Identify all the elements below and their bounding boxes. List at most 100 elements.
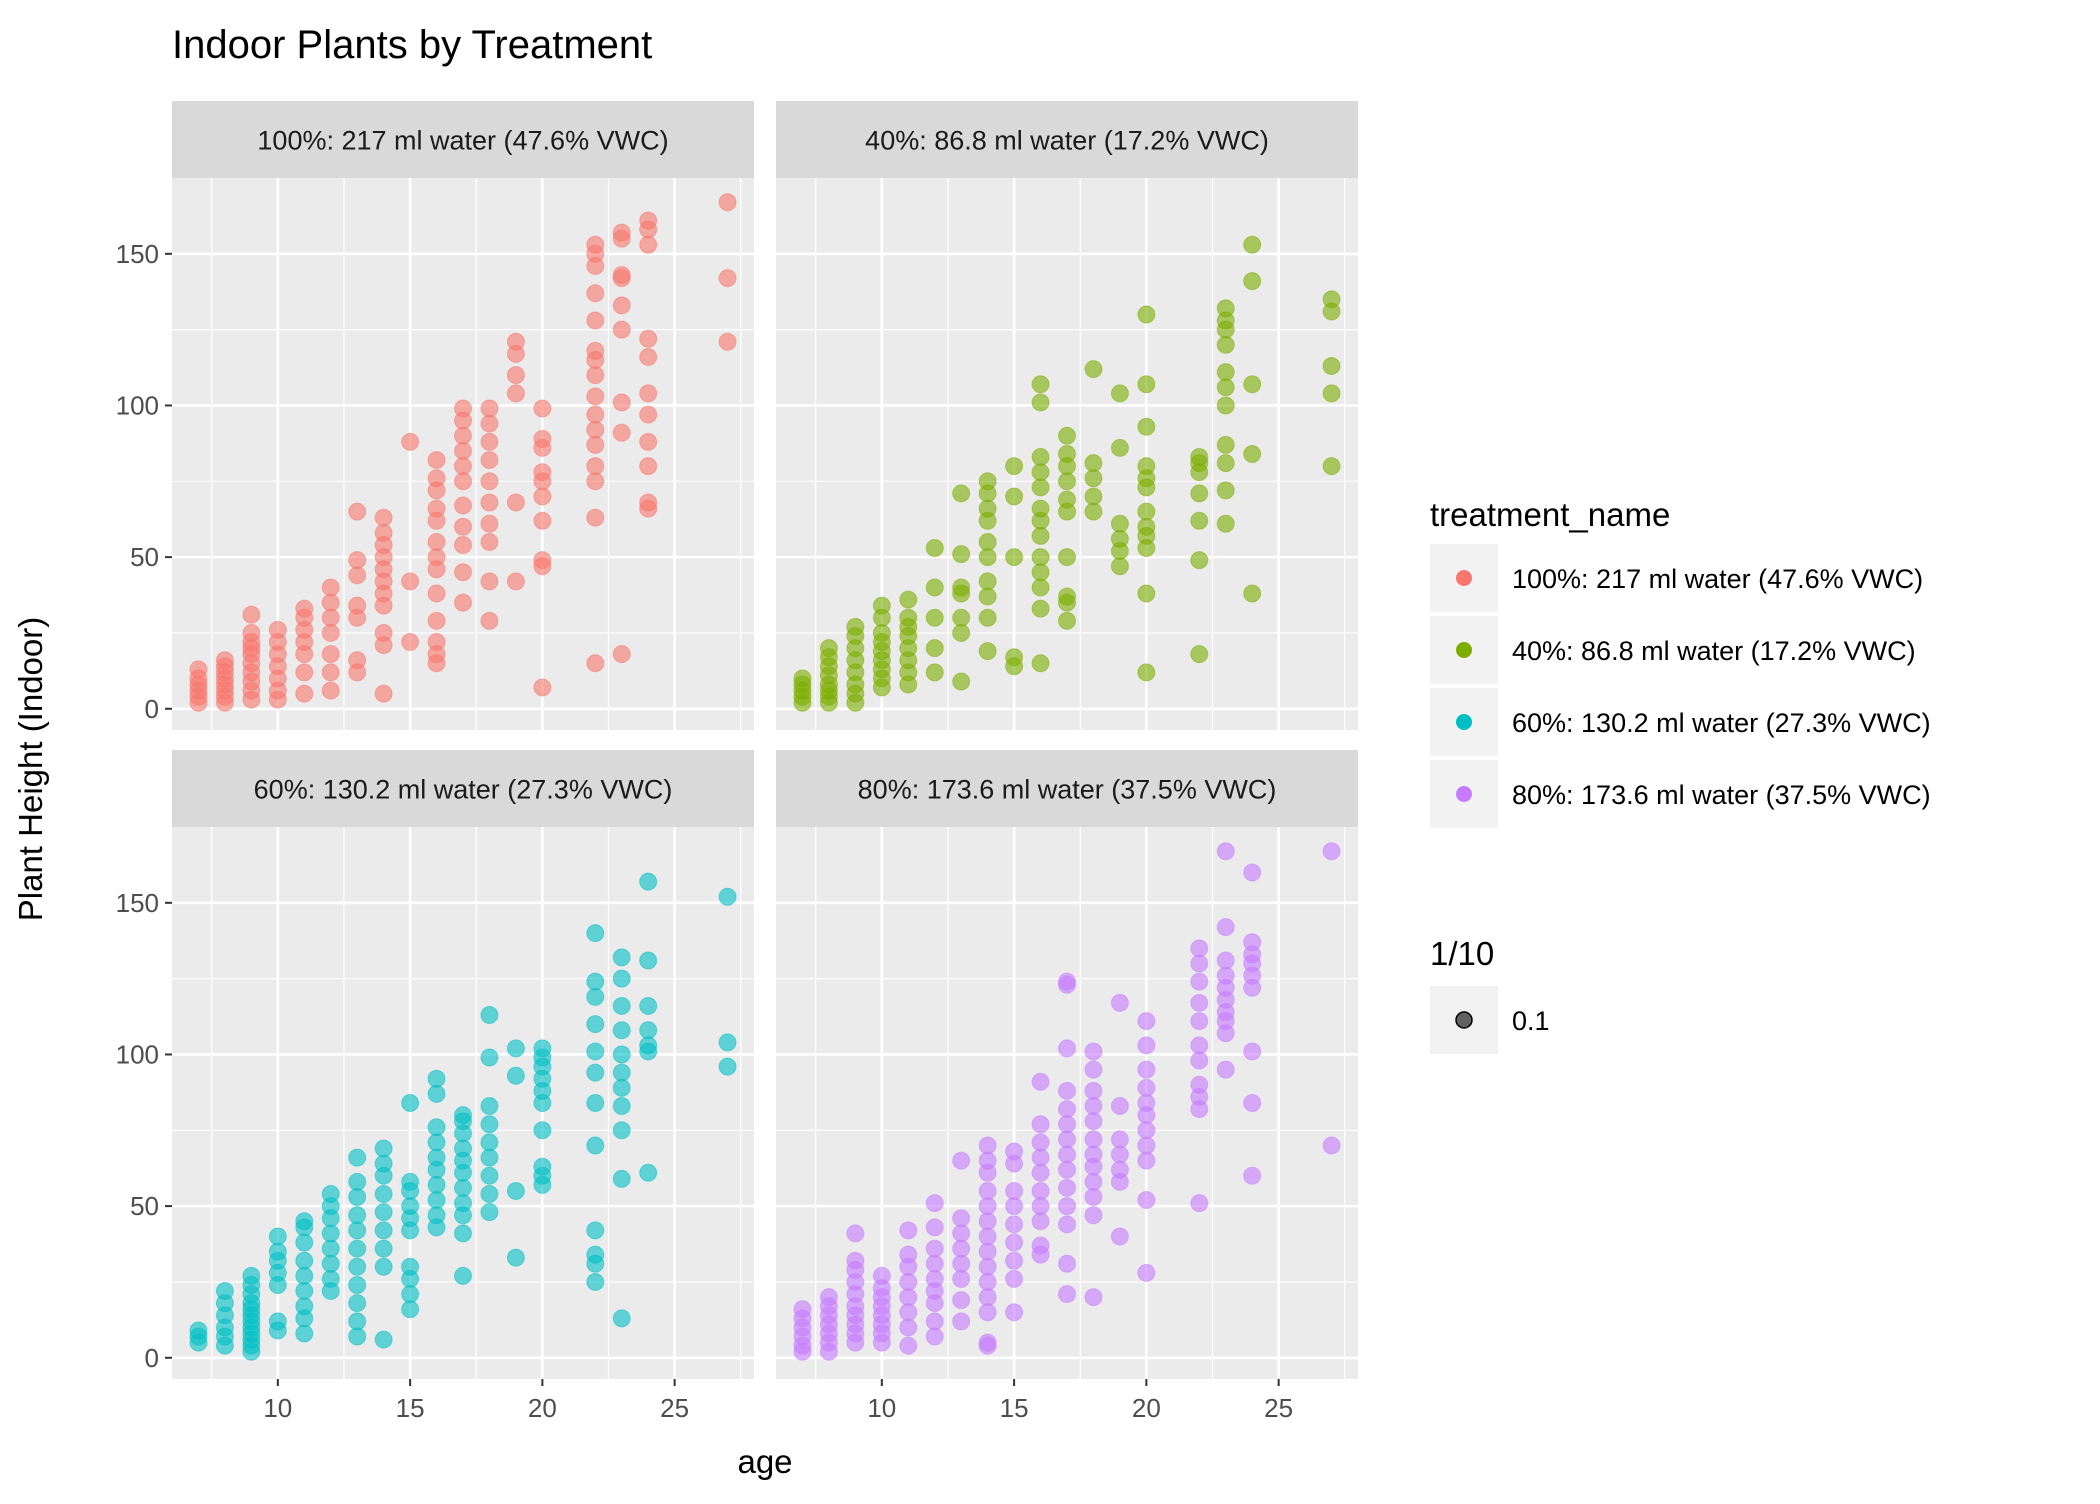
data-point xyxy=(1058,1215,1076,1234)
data-point xyxy=(1084,1060,1103,1079)
data-point xyxy=(480,611,499,630)
data-point xyxy=(1216,363,1235,382)
data-point xyxy=(1058,1160,1076,1179)
data-point xyxy=(612,223,631,242)
data-point xyxy=(586,508,605,527)
data-point xyxy=(639,347,658,366)
legend: treatment_name 1/10 100%: 217 ml water (… xyxy=(1430,496,1931,1054)
x-tick-label: 20 xyxy=(1132,1393,1161,1423)
data-point xyxy=(1190,993,1209,1012)
data-point xyxy=(480,399,499,418)
data-point xyxy=(1243,445,1262,463)
data-point xyxy=(374,1154,393,1173)
data-point xyxy=(639,432,658,451)
data-point xyxy=(925,1269,944,1288)
data-point xyxy=(1110,1097,1129,1116)
data-point xyxy=(401,1300,420,1319)
data-point xyxy=(586,311,605,330)
data-point xyxy=(1058,1178,1076,1197)
data-point xyxy=(718,193,737,212)
x-axis-title: age xyxy=(737,1443,792,1480)
data-point xyxy=(1216,435,1235,454)
data-point xyxy=(427,1084,446,1103)
data-point xyxy=(586,924,605,943)
data-point xyxy=(480,1097,499,1116)
data-point xyxy=(1005,1197,1024,1216)
data-point xyxy=(612,1063,631,1082)
data-point xyxy=(1110,1145,1129,1164)
color-legend-title: treatment_name xyxy=(1430,496,1670,533)
data-point xyxy=(952,1291,971,1310)
data-point xyxy=(1137,305,1156,324)
data-point xyxy=(506,366,525,385)
data-point xyxy=(612,1021,631,1040)
y-tick-label: 50 xyxy=(130,542,159,572)
data-point xyxy=(1031,1181,1050,1200)
data-point xyxy=(1084,487,1103,506)
data-point xyxy=(506,1066,525,1085)
data-point xyxy=(1110,1227,1129,1246)
data-point xyxy=(1190,1036,1209,1055)
data-point xyxy=(1031,1115,1050,1134)
data-point xyxy=(586,1245,605,1264)
data-point xyxy=(454,496,472,515)
data-point xyxy=(612,1045,631,1064)
y-axis-title: Plant Height (Indoor) xyxy=(12,617,49,922)
data-point xyxy=(401,1257,420,1276)
data-point xyxy=(1084,1288,1103,1307)
data-point xyxy=(1216,1060,1235,1079)
data-point xyxy=(1110,529,1129,548)
legend-key-point xyxy=(1456,786,1472,802)
legend-key-point xyxy=(1456,642,1472,658)
data-point xyxy=(401,633,420,652)
data-point xyxy=(454,1178,472,1197)
data-point xyxy=(586,387,605,406)
data-point xyxy=(612,1097,631,1116)
x-tick-label: 15 xyxy=(396,1393,425,1423)
data-point xyxy=(718,1033,737,1052)
data-point xyxy=(1084,1112,1103,1131)
data-point xyxy=(1084,1097,1103,1116)
data-point xyxy=(454,1266,472,1285)
data-point xyxy=(1243,863,1262,882)
data-point xyxy=(872,596,891,615)
data-point xyxy=(480,1115,499,1134)
data-point xyxy=(321,1254,340,1273)
data-point xyxy=(480,1048,499,1067)
data-point xyxy=(978,572,997,591)
data-point xyxy=(1058,1145,1076,1164)
data-point xyxy=(1005,1269,1024,1288)
data-point xyxy=(268,1312,287,1331)
data-point xyxy=(978,1181,997,1200)
legend-label: 100%: 217 ml water (47.6% VWC) xyxy=(1512,564,1923,594)
data-point xyxy=(586,457,605,476)
data-point xyxy=(846,617,865,636)
data-point xyxy=(1084,1081,1103,1100)
data-point xyxy=(480,514,499,533)
data-point xyxy=(374,1239,393,1258)
data-point xyxy=(295,1212,314,1231)
data-point xyxy=(189,660,208,679)
legend-label: 60%: 130.2 ml water (27.3% VWC) xyxy=(1512,708,1931,738)
y-tick-label: 150 xyxy=(116,888,159,918)
data-point xyxy=(586,284,605,303)
data-point xyxy=(348,1327,367,1346)
data-point xyxy=(1190,645,1209,664)
data-point xyxy=(1031,375,1050,394)
data-point xyxy=(586,1221,605,1240)
data-point xyxy=(978,608,997,627)
data-point xyxy=(454,535,472,554)
data-point xyxy=(952,578,971,597)
data-point xyxy=(189,1321,208,1340)
data-point xyxy=(1031,578,1050,597)
data-point xyxy=(1031,599,1050,618)
y-tick-label: 150 xyxy=(116,239,159,269)
data-point xyxy=(978,472,997,491)
data-point xyxy=(612,1078,631,1097)
data-point xyxy=(1084,1130,1103,1149)
facet-strip xyxy=(172,101,754,178)
data-point xyxy=(1216,335,1235,354)
data-point xyxy=(454,1194,472,1213)
